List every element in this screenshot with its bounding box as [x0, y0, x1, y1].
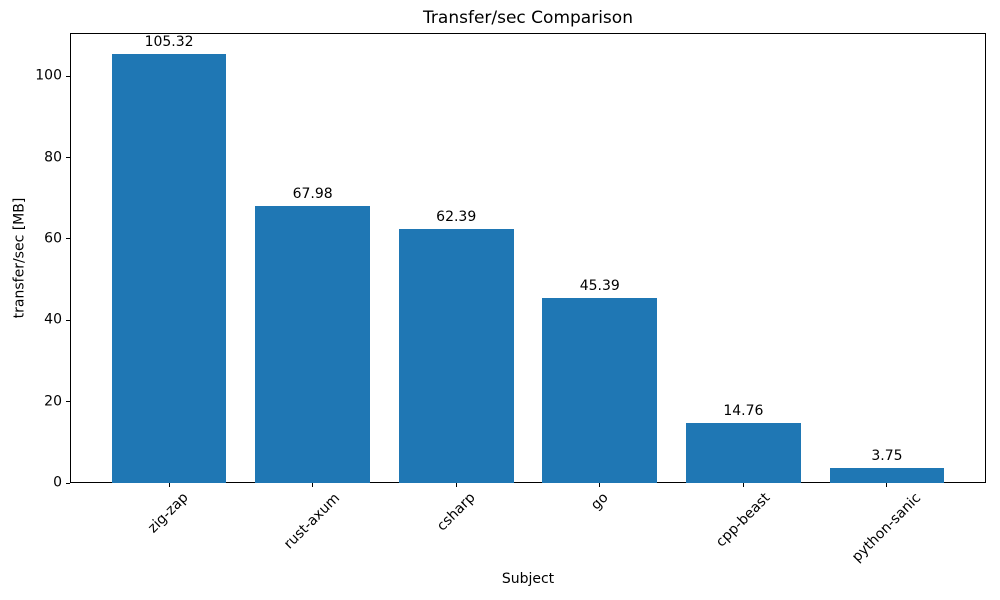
y-tick — [66, 482, 70, 484]
y-tick-label: 40 — [44, 311, 62, 328]
bar-value-label: 14.76 — [723, 403, 764, 420]
x-tick — [886, 483, 888, 487]
x-axis-label: Subject — [501, 571, 555, 587]
x-tick — [312, 483, 314, 487]
y-tick — [66, 238, 70, 240]
bar-value-label: 67.98 — [292, 186, 333, 203]
y-tick — [66, 75, 70, 77]
x-tick — [455, 483, 457, 487]
bar-cpp-beast — [685, 422, 801, 483]
bar-csharp — [398, 229, 514, 483]
x-tick-label: csharp — [433, 489, 479, 535]
chart-title: Transfer/sec Comparison — [423, 8, 633, 28]
bar-value-label: 62.39 — [436, 209, 477, 226]
bar-value-label: 3.75 — [871, 447, 903, 464]
x-tick-label: rust-axum — [281, 490, 344, 553]
y-tick-label: 20 — [44, 393, 62, 410]
y-tick — [66, 401, 70, 403]
y-tick-label: 60 — [44, 230, 62, 247]
y-axis-label: transfer/sec [MB] — [11, 197, 28, 319]
x-tick-label: go — [587, 489, 612, 514]
y-tick-label: 100 — [35, 67, 62, 84]
bar-python-sanic — [829, 467, 945, 483]
y-tick — [66, 319, 70, 321]
x-tick-label: zig-zap — [145, 489, 193, 537]
bar-value-label: 45.39 — [579, 278, 620, 295]
y-tick — [66, 157, 70, 158]
bar-rust-axum — [255, 206, 371, 483]
x-tick — [742, 483, 744, 487]
bar-value-label: 105.32 — [144, 34, 194, 51]
x-tick — [168, 483, 170, 487]
bar-zig-zap — [111, 54, 227, 483]
y-tick-label: 0 — [53, 474, 62, 491]
x-tick — [599, 483, 601, 487]
bar-go — [542, 298, 658, 483]
x-tick-label: python-sanic — [849, 489, 925, 565]
y-tick-label: 80 — [44, 149, 62, 166]
x-tick-label: cpp-beast — [712, 489, 774, 551]
